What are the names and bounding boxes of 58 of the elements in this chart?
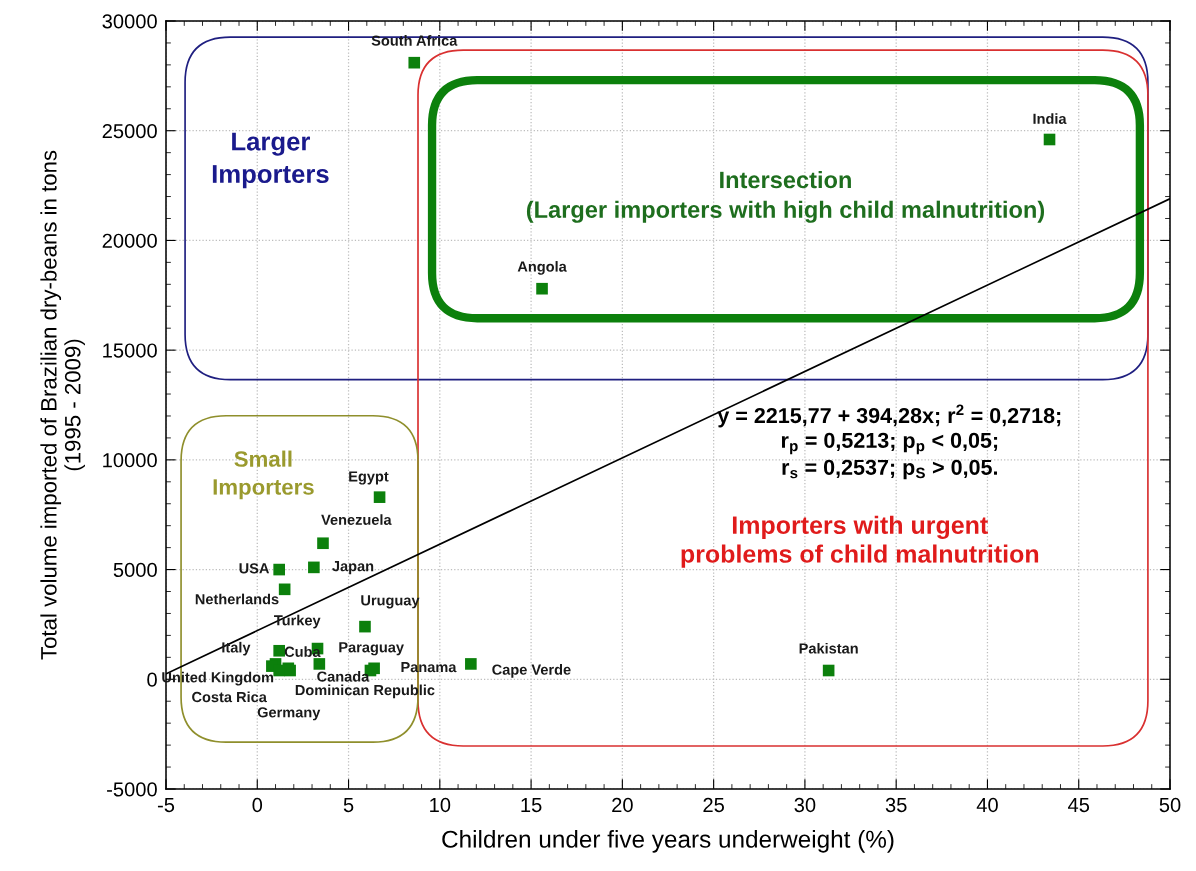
- annotation: Costa Rica: [192, 691, 267, 703]
- point: [273, 664, 285, 677]
- y-tick-label: 10000: [103, 453, 157, 468]
- x-tick-label: 5: [343, 798, 354, 813]
- y-tick-label: 0: [147, 672, 157, 687]
- point: [408, 56, 421, 69]
- x-tick-label: 50: [1159, 797, 1181, 813]
- point: [313, 658, 326, 670]
- y-tick-label: 20000: [102, 233, 157, 248]
- y-tick-label: 15000: [103, 343, 157, 358]
- x-tick-label: 35: [885, 797, 907, 813]
- x-tick-label: -5: [157, 798, 175, 813]
- annotation: Japan: [332, 561, 374, 575]
- annotation: Small Importers: [213, 450, 314, 500]
- point: [317, 537, 329, 550]
- y-tick-label: 5000: [113, 562, 157, 578]
- point: [278, 583, 291, 596]
- y-axis-title: Total volume imported of Brazilian dry-beans in tons (1995 - 2009): [40, 150, 85, 660]
- annotation: Canada: [317, 671, 370, 682]
- point: [308, 561, 320, 574]
- y-tick-label: 25000: [102, 123, 157, 139]
- annotation: Egypt: [349, 471, 389, 485]
- annotation: Pakistan: [799, 642, 858, 654]
- point: [465, 658, 477, 670]
- x-tick-label: 10: [430, 797, 451, 813]
- x-tick-label: 30: [794, 797, 816, 813]
- point: [536, 282, 548, 295]
- annotation: Netherlands: [195, 593, 279, 605]
- x-tick-label: 20: [612, 797, 633, 813]
- annotation: Paraguay: [339, 642, 404, 656]
- text: y = 2215,77 + 394,28x; r$^{2}$ = 0,2718; r$_{p}$ = 0,5213; p$_{p}$ < 0,05; r$_{s}$ = 0,2537; p$_{S}$ > 0,05.: [717, 404, 1061, 480]
- annotation: India: [1033, 113, 1067, 124]
- point: [373, 491, 386, 503]
- x-tick-label: 0: [252, 797, 263, 813]
- annotation: South Africa: [371, 35, 458, 46]
- point: [368, 662, 380, 675]
- annotation: Intersection (Larger importers with high child malnutrition): [526, 170, 1045, 223]
- x-tick-label: 45: [1067, 798, 1090, 813]
- point: [1043, 133, 1056, 146]
- annotation: Importers with urgent problems of child malnutrition: [681, 515, 1039, 568]
- x-tick-label: 40: [976, 797, 998, 813]
- annotation: Germany: [257, 707, 321, 721]
- annotation: Turkey: [274, 614, 321, 629]
- annotation: Venezuela: [321, 514, 392, 525]
- x-tick-label: 15: [521, 798, 542, 813]
- annotation: Angola: [517, 261, 567, 275]
- y-tick-label: -5000: [107, 782, 157, 797]
- annotation: Italy: [222, 641, 251, 656]
- annotation: Larger Importers: [212, 132, 329, 189]
- x-tick-label: 25: [703, 797, 724, 813]
- point: [273, 644, 285, 657]
- point: [273, 563, 285, 576]
- point: [359, 620, 371, 633]
- point: [822, 664, 835, 677]
- x-axis-title: Children under five years underweight (%): [442, 830, 894, 853]
- y-tick-label: 30000: [102, 14, 157, 29]
- annotation: USA: [239, 563, 270, 574]
- annotation: Cape Verde: [492, 664, 571, 678]
